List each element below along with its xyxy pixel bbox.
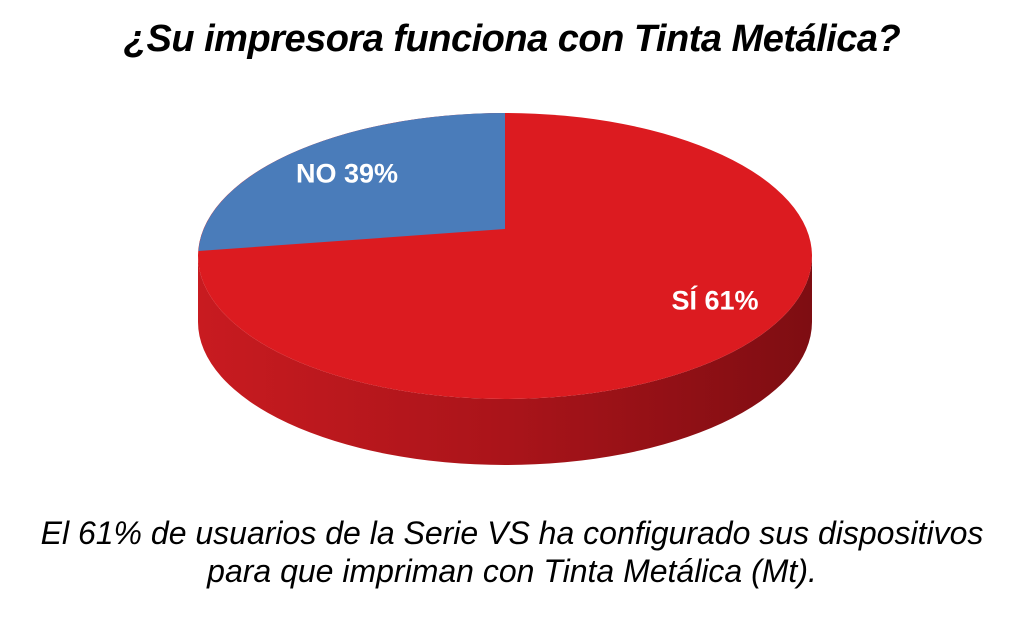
- slice-label-no: NO 39%: [295, 158, 399, 189]
- page-title: ¿Su impresora funciona con Tinta Metálic…: [123, 18, 901, 60]
- pie-side: [198, 256, 812, 465]
- caption-line-2: para que impriman con Tinta Metálica (Mt…: [207, 553, 817, 589]
- pie-slice-no: [198, 113, 505, 251]
- caption-line-1: El 61% de usuarios de la Serie VS ha con…: [40, 515, 984, 551]
- slice-label-si: SÍ 61%: [671, 285, 759, 316]
- caption: El 61% de usuarios de la Serie VS ha con…: [0, 514, 1024, 590]
